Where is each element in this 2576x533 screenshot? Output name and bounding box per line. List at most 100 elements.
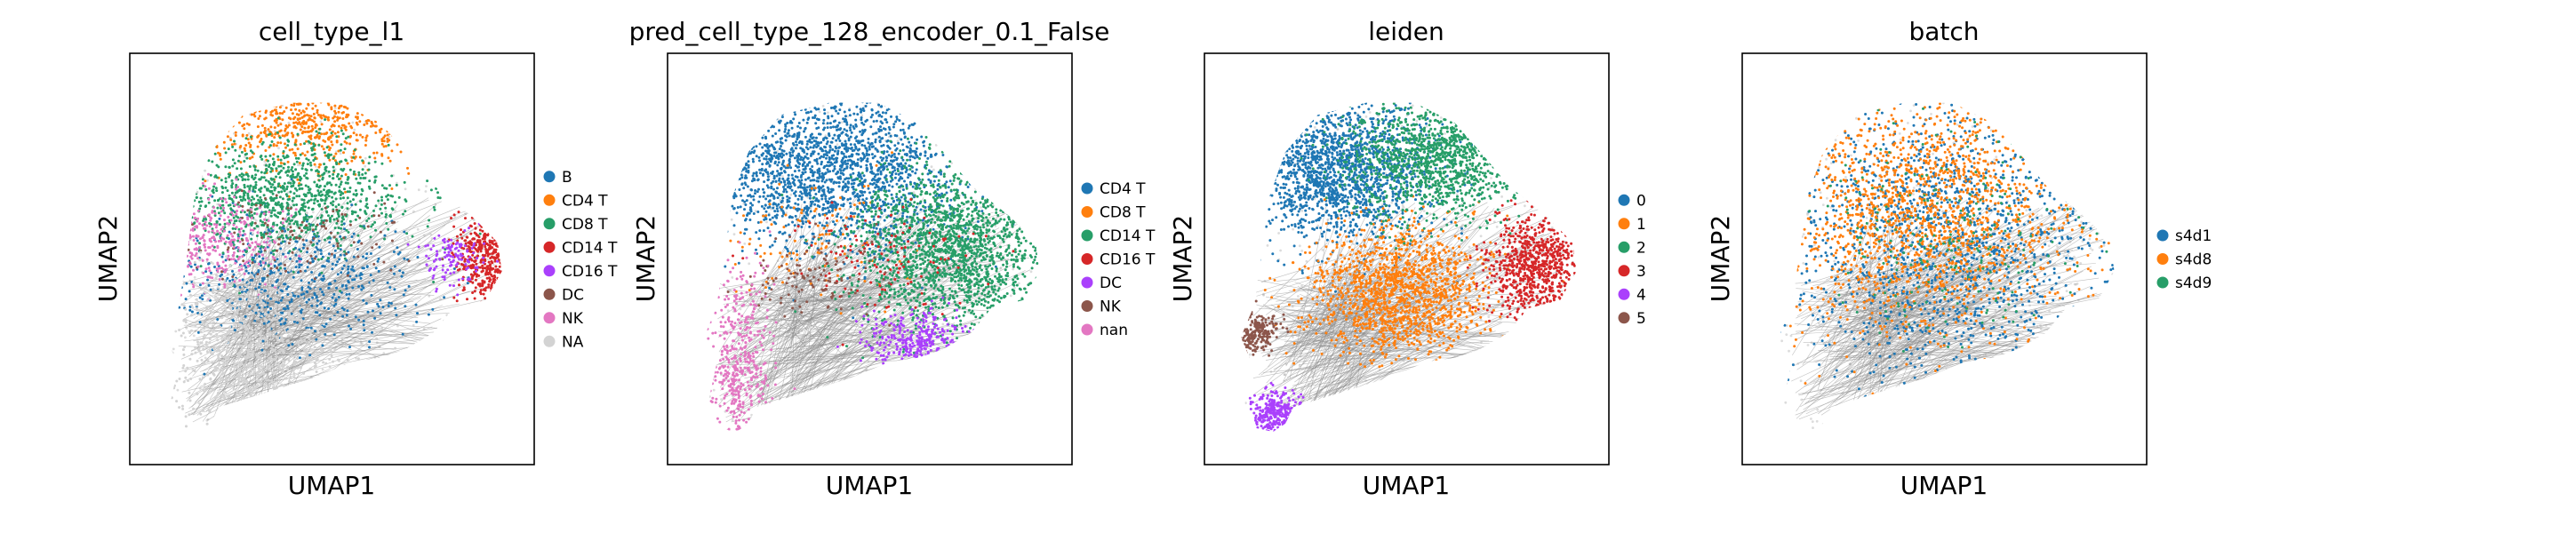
data-point [196,393,199,395]
data-point [143,202,146,204]
data-point [383,134,387,138]
data-point [871,132,875,136]
data-point [318,87,321,90]
data-point [372,309,374,313]
data-point [147,207,149,210]
data-point [226,337,229,340]
data-point [298,121,301,124]
data-point [314,227,317,231]
data-point [483,281,486,284]
data-point [504,236,507,239]
data-point [311,393,315,396]
data-point [279,129,283,132]
data-point [388,132,392,135]
data-point [236,167,239,171]
data-point [757,200,761,203]
data-point [379,230,382,234]
data-point [332,304,336,307]
data-point [169,313,172,316]
data-point [251,195,254,199]
data-point [322,172,325,176]
data-point [300,183,303,187]
data-point [442,264,444,267]
data-point [259,140,261,144]
data-point [464,263,468,266]
data-point [720,132,724,136]
data-point [262,351,266,354]
data-point [273,213,276,217]
data-point [435,265,438,268]
data-point [401,82,404,84]
data-point [427,109,430,113]
data-point [504,261,507,264]
data-point [323,225,326,228]
data-point [372,191,376,195]
data-point [291,199,294,203]
data-point [317,165,321,169]
data-point [139,189,141,192]
data-point [382,145,386,148]
data-point [232,361,236,364]
data-point [825,164,828,167]
data-point [265,243,268,247]
data-point [492,222,495,226]
data-point [477,274,481,277]
data-point [280,328,284,331]
data-point [294,211,298,215]
data-point [306,266,309,269]
data-point [203,239,206,243]
data-point [292,229,296,233]
data-point [290,312,293,315]
data-point [958,154,962,157]
data-point [256,376,260,379]
data-point [260,131,263,134]
data-point [246,364,250,368]
data-point [249,143,252,147]
data-point [273,209,276,212]
data-point [287,414,291,418]
data-point [198,259,202,262]
data-point [462,247,466,251]
data-point [201,409,204,412]
data-point [208,252,212,256]
data-point [165,165,167,169]
data-point [124,430,127,433]
data-point [371,365,374,369]
data-point [189,192,193,195]
data-point [451,260,454,263]
data-point [260,365,263,369]
data-point [173,203,177,207]
data-point [300,288,304,291]
data-point [200,200,204,203]
data-point [171,239,174,243]
data-point [352,79,355,82]
data-point [492,286,495,290]
data-point [267,378,270,382]
data-point [492,234,496,237]
data-point [273,126,276,130]
data-point [248,98,251,100]
data-point [391,127,395,130]
data-point [221,362,225,366]
data-point [167,235,170,238]
data-point [275,98,277,100]
data-point [271,157,275,161]
data-point [182,210,186,213]
data-point [350,385,354,388]
data-point [342,264,346,267]
data-point [305,107,308,110]
data-point [248,343,252,346]
data-point [484,223,488,227]
data-point [282,97,284,99]
data-point [290,103,293,107]
data-point [235,178,238,181]
data-point [404,134,407,138]
data-point [300,366,302,370]
data-point [355,78,357,81]
data-point [223,279,227,282]
data-point [305,157,308,161]
data-point [313,291,316,295]
data-point [760,132,764,136]
data-point [319,190,323,194]
data-point [215,420,219,424]
